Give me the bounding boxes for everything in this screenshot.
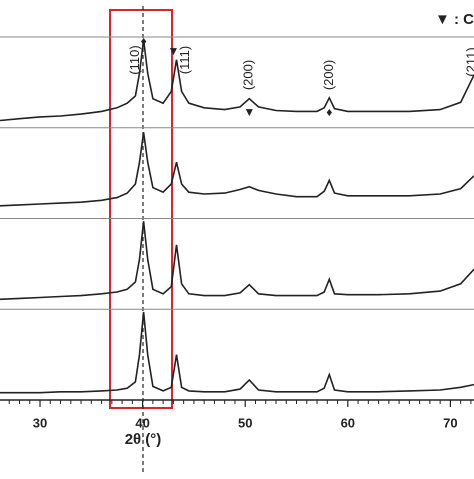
xrd-pattern <box>0 132 474 207</box>
highlight-box <box>109 9 173 409</box>
legend-text: ▼ : C <box>435 11 474 28</box>
xrd-pattern <box>0 39 474 122</box>
peak-label: (110) <box>127 45 142 74</box>
peak-marker: ♦ <box>141 34 147 48</box>
peak-label: (200) <box>321 60 336 90</box>
peak-label: (200) <box>241 60 256 90</box>
peak-label: (211) <box>463 47 474 76</box>
xrd-pattern <box>0 311 474 394</box>
x-tick-label: 40 <box>135 415 149 430</box>
x-axis-label: 2θ (°) <box>125 431 162 448</box>
x-tick-label: 50 <box>238 415 252 430</box>
peak-marker: ▼ <box>243 105 255 119</box>
peak-label: (111) <box>177 46 192 74</box>
x-tick-label: 70 <box>443 415 457 430</box>
peak-marker: ▼ <box>167 44 179 58</box>
x-tick-label: 60 <box>341 415 355 430</box>
x-tick-label: 30 <box>33 415 47 430</box>
xrd-pattern <box>0 221 474 301</box>
peak-marker: ♦ <box>326 105 332 119</box>
